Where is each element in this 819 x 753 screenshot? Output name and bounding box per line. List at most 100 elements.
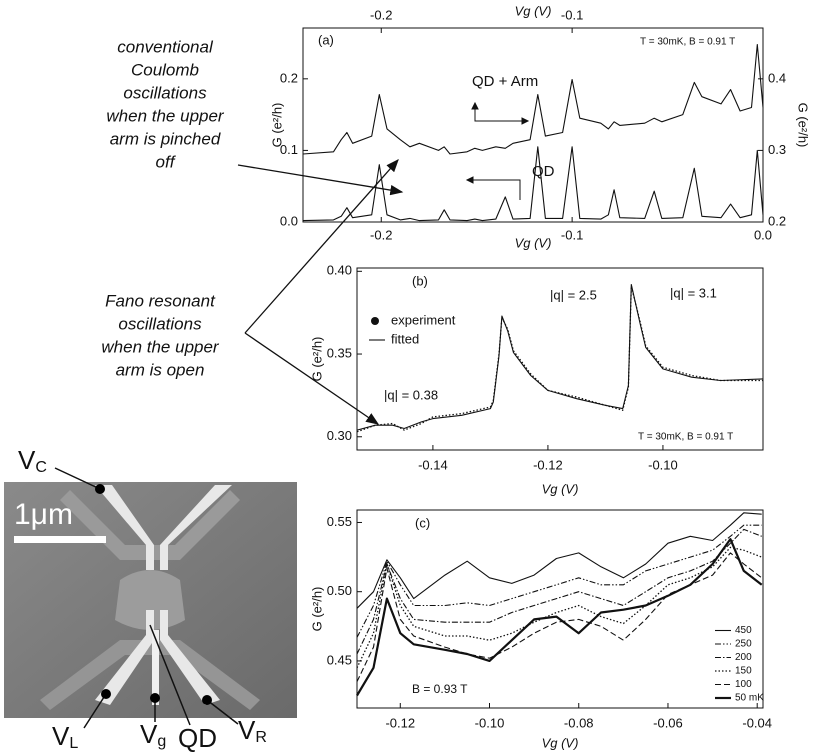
gate-symbol: V [18, 445, 36, 475]
x-axis-label: Vg (V) [542, 735, 579, 750]
y-tick-label: 0.35 [327, 345, 352, 360]
note-open: Fano resonant oscillations when the uppe… [101, 291, 220, 379]
legend-label: 250 [735, 639, 752, 650]
gate-label: VR [238, 715, 267, 746]
y-axis-label: G (e²/h) [309, 337, 324, 382]
x-tick-label: -0.1 [561, 227, 583, 242]
legend-label: 200 [735, 652, 752, 663]
gate-label: Vg [140, 719, 166, 750]
note-line: off [156, 152, 177, 171]
dot [202, 695, 212, 705]
legend-marker [371, 317, 379, 325]
gate-subscript: L [69, 735, 78, 752]
annotation: T = 30mK, B = 0.91 T [640, 37, 735, 48]
gate-subscript: g [157, 733, 166, 750]
x-tick-label: -0.12 [533, 457, 563, 472]
x-tick-label: -0.10 [475, 715, 505, 730]
annotation: QD + Arm [472, 73, 538, 90]
note-pinched: conventional Coulomb oscillations when t… [106, 37, 225, 171]
gate-subscript: R [255, 729, 267, 746]
x-tick-label: 0.0 [754, 227, 772, 242]
gate-subscript: C [35, 459, 47, 476]
pointer-arrows [237, 159, 404, 425]
arrow [244, 332, 380, 425]
sem-gate [160, 485, 232, 570]
series-line [356, 285, 763, 433]
panel-label: (b) [412, 273, 428, 288]
series-line [356, 546, 762, 669]
note-line: Fano resonant [105, 291, 216, 310]
x2-axis-label: Vg (V) [515, 3, 552, 18]
scale-bar-label: 1μm [14, 498, 73, 531]
dot [150, 693, 160, 703]
y-tick-label: 0.55 [327, 514, 352, 529]
series-line [356, 524, 762, 638]
x-axis-label: Vg (V) [515, 235, 552, 250]
x-tick-label: -0.14 [418, 457, 448, 472]
x2-tick-label: -0.2 [370, 7, 392, 22]
annotation: |q| = 2.5 [550, 287, 597, 302]
note-line: oscillations [118, 314, 202, 333]
series-line [356, 512, 762, 609]
y2-tick-label: 0.4 [768, 70, 786, 85]
pointer [206, 699, 239, 725]
y-axis-label: G (e²/h) [309, 587, 324, 632]
legend-label: 100 [735, 679, 752, 690]
plot-frame [356, 509, 764, 709]
series-line [356, 283, 764, 431]
legend-label: 150 [735, 666, 752, 677]
series-line [302, 146, 764, 222]
y2-tick-label: 0.2 [768, 213, 786, 228]
sem-gate [95, 485, 154, 570]
arrow [237, 164, 404, 196]
x-tick-label: -0.2 [370, 227, 392, 242]
note-line: when the upper [106, 106, 225, 125]
note-line: arm is pinched [110, 129, 221, 148]
arrow [474, 103, 528, 122]
y-tick-label: 0.1 [280, 142, 298, 157]
panel-label: (c) [415, 515, 430, 530]
gate-label: VC [18, 445, 47, 476]
series-line [356, 538, 763, 697]
series-line [356, 552, 763, 682]
note-line: oscillations [123, 83, 207, 102]
note-line: Coulomb [131, 60, 199, 79]
annotation: |q| = 0.38 [384, 387, 438, 402]
gate-symbol: V [238, 715, 256, 745]
y-tick-label: 0.50 [327, 583, 352, 598]
pointer [54, 467, 101, 490]
x-axis-label: Vg (V) [542, 481, 579, 496]
x-tick-label: -0.08 [564, 715, 594, 730]
sem-region [40, 640, 260, 710]
annotation: |q| = 3.1 [670, 285, 717, 300]
legend-label: 50 mK [735, 693, 764, 704]
sem-dots [95, 484, 212, 705]
plot-frame [302, 27, 764, 223]
curve-axis-arrows [465, 101, 530, 200]
annotation: QD [532, 163, 555, 180]
annotation: B = 0.93 T [412, 682, 468, 696]
legend-label: 450 [735, 625, 752, 636]
x-tick-label: -0.10 [648, 457, 678, 472]
arrow [467, 179, 521, 200]
pointer [149, 624, 191, 726]
arrow-head [471, 101, 530, 125]
note-line: when the upper [101, 337, 220, 356]
annotation: T = 30mK, B = 0.91 T [638, 432, 733, 443]
y2-axis-label: G (e²/h) [796, 103, 811, 148]
sem-image: 1μm VC VL Vg QD VR [4, 445, 297, 753]
gate-symbol: V [140, 719, 158, 749]
legend-label: experiment [391, 312, 456, 327]
dot [95, 484, 105, 494]
plot-frame [356, 267, 764, 451]
series-line [302, 43, 764, 155]
arrow-head [465, 176, 474, 184]
pointer [83, 693, 107, 729]
y-tick-label: 0.40 [327, 263, 352, 278]
qd-label: QD [178, 723, 217, 753]
x2-tick-label: -0.1 [561, 7, 583, 22]
note-line: arm is open [116, 360, 205, 379]
dot [101, 689, 111, 699]
note-line: conventional [117, 37, 214, 56]
